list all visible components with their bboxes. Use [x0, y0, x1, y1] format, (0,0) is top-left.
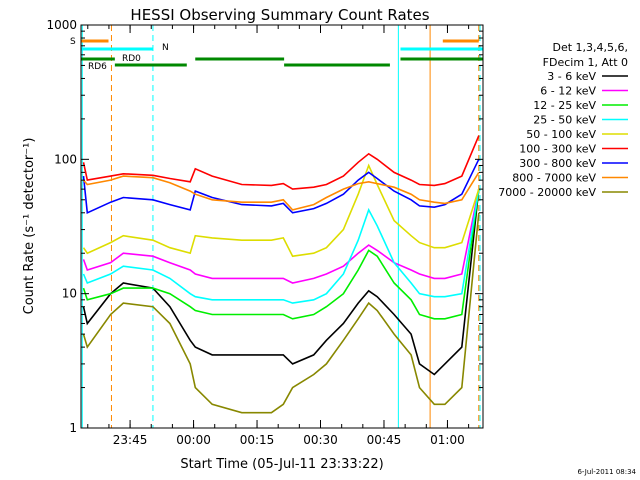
x-tick-label-6: 01:00 — [430, 433, 465, 447]
series-line-5 — [82, 163, 480, 258]
x-tick-label-3: 00:15 — [240, 433, 275, 447]
legend-label-7: 300 - 800 keV — [519, 157, 596, 170]
legend-label-8: 800 - 7000 keV — [512, 172, 596, 185]
y-tick-label-3: 100 — [54, 152, 77, 166]
y-tick-label-1: 1 — [69, 421, 77, 435]
legend-header-line-1: Det 1,3,4,5,6, — [552, 41, 628, 54]
legend-label-2: 6 - 12 keV — [540, 85, 596, 98]
legend-label-9: 7000 - 20000 keV — [498, 186, 596, 199]
y-axis-label: Count Rate (s⁻¹ detector⁻¹) — [22, 138, 37, 315]
timestamp: 6-Jul-2011 08:34 — [577, 468, 636, 476]
legend-header-line-2: FDecim 1, Att 0 — [543, 56, 628, 69]
y-tick-label-4: 1000 — [46, 18, 77, 32]
legend-label-6: 100 - 300 keV — [519, 143, 596, 156]
series-line-2 — [82, 188, 480, 284]
x-axis-label: Start Time (05-Jul-11 23:33:22) — [180, 457, 383, 472]
series-line-9 — [82, 212, 480, 414]
status-label-rd0: RD0 — [122, 54, 141, 64]
series-line-1 — [82, 189, 480, 376]
legend: Det 1,3,4,5,6, FDecim 1, Att 0 3 - 6 keV… — [498, 41, 628, 199]
status-label-s: S — [70, 37, 76, 47]
status-label-n: N — [162, 43, 169, 53]
legend-label-1: 3 - 6 keV — [547, 70, 596, 83]
x-tick-label-2: 00:00 — [176, 433, 211, 447]
chart-title: HESSI Observing Summary Count Rates — [130, 6, 429, 24]
status-label-rd6: RD6 — [88, 62, 107, 72]
x-axis: 23:45 00:00 00:15 00:30 00:45 01:00 — [87, 25, 470, 447]
x-tick-label-1: 23:45 — [113, 433, 148, 447]
legend-label-5: 50 - 100 keV — [526, 128, 596, 141]
legend-label-3: 12 - 25 keV — [533, 99, 596, 112]
series-line-3 — [82, 188, 480, 320]
y-tick-label-2: 10 — [62, 287, 77, 301]
x-tick-label-4: 00:30 — [303, 433, 338, 447]
series-line-4 — [82, 188, 480, 304]
series-line-6 — [82, 135, 480, 190]
plot-frame — [80, 24, 484, 429]
y-axis: 1 10 100 1000 — [46, 18, 483, 435]
series-line-8 — [82, 171, 480, 211]
series-line-7 — [82, 158, 480, 214]
legend-label-4: 25 - 50 keV — [533, 114, 596, 127]
plot-area: S N RD0 RD6 — [70, 25, 483, 428]
x-tick-label-5: 00:45 — [367, 433, 402, 447]
